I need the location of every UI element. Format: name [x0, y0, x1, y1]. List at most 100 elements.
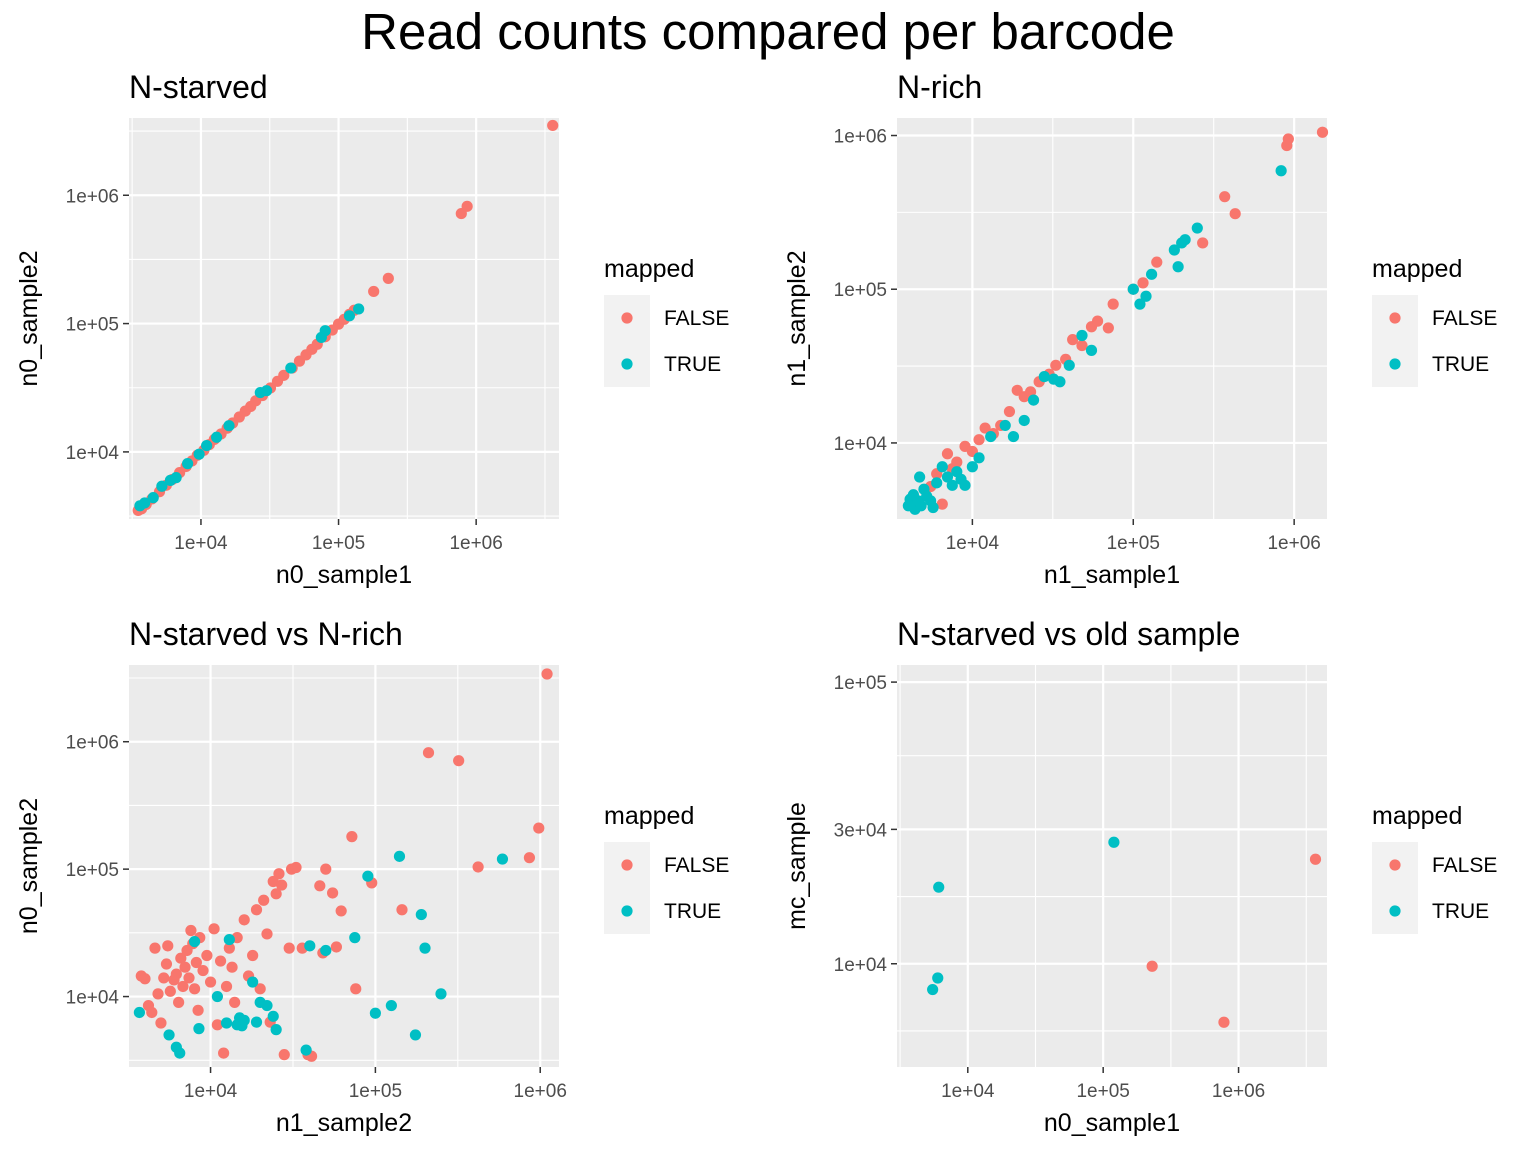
data-point-false [223, 942, 235, 954]
data-point-true [247, 976, 259, 988]
data-point-false [547, 119, 559, 132]
data-point-false [1151, 256, 1163, 268]
panel-title: N-starved vs old sample [897, 616, 1240, 652]
data-point-true [409, 1029, 422, 1041]
data-point-false [254, 983, 266, 995]
data-point-false [175, 952, 187, 964]
x-axis-title: n1_sample1 [1044, 561, 1180, 589]
data-point-true [1085, 344, 1098, 356]
legend-key-false [621, 312, 633, 324]
data-point-true [182, 458, 194, 470]
legend-title: mapped [604, 802, 694, 830]
data-point-false [267, 875, 279, 888]
data-point-false [201, 949, 213, 962]
panel-title: N-starved [129, 69, 268, 105]
points [133, 668, 553, 1062]
y-tick-label: 1e+05 [66, 860, 119, 881]
data-point-true [1140, 290, 1152, 302]
data-point-false [170, 968, 182, 980]
legend: mapped FALSE TRUE [604, 255, 729, 387]
data-point-false [158, 972, 170, 984]
data-point-false [278, 369, 290, 381]
data-point-false [152, 988, 164, 1000]
data-point-false [1146, 960, 1158, 972]
data-point-false [276, 879, 288, 891]
panel-title: N-rich [897, 69, 982, 105]
data-point-false [1107, 298, 1119, 310]
data-point-true [304, 940, 316, 952]
data-point-true [1127, 283, 1139, 295]
data-point-false [346, 831, 358, 843]
data-point-false [541, 668, 553, 680]
legend-title: mapped [1372, 802, 1462, 830]
data-point-false [247, 949, 259, 962]
data-point-false [1309, 853, 1322, 865]
data-point-true [211, 990, 223, 1003]
data-point-false [1076, 339, 1088, 352]
data-point-false [941, 448, 954, 460]
y-axis-title: n0_sample2 [15, 250, 43, 386]
y-tick-label: 1e+04 [834, 955, 888, 976]
data-point-true [369, 1007, 381, 1019]
data-point-false [155, 1017, 167, 1029]
data-point-false [979, 422, 991, 434]
data-point-true [188, 935, 201, 948]
data-point-true [285, 362, 297, 374]
legend-key-false [1389, 859, 1401, 871]
data-point-false [218, 1047, 230, 1059]
data-point-true [1018, 414, 1030, 427]
figure-title: Read counts compared per barcode [361, 3, 1175, 60]
legend-key-true [621, 905, 633, 917]
legend: mapped FALSE TRUE [1372, 255, 1497, 387]
y-axis-title: n1_sample2 [783, 250, 811, 386]
data-point-true [931, 477, 943, 489]
data-point-true [941, 471, 954, 483]
x-tick-label: 1e+06 [1267, 533, 1320, 554]
data-point-false [173, 996, 185, 1008]
data-point-false [211, 1019, 223, 1031]
data-point-true [1146, 268, 1158, 280]
data-point-true [973, 452, 985, 464]
y-tick-label: 1e+04 [834, 434, 888, 455]
panel-title: N-starved vs N-rich [129, 616, 403, 652]
data-point-true [170, 472, 182, 484]
data-point-false [177, 980, 189, 993]
x-tick-label: 1e+04 [946, 533, 1000, 554]
x-tick-label: 1e+05 [349, 1081, 402, 1102]
y-axis-title: n0_sample2 [15, 798, 43, 934]
panel-background [129, 665, 559, 1067]
data-point-false [188, 983, 201, 995]
data-point-true [393, 850, 406, 862]
legend-label: TRUE [1432, 900, 1489, 923]
data-point-false [1091, 315, 1104, 327]
data-point-true [250, 1016, 263, 1028]
x-tick-label: 1e+05 [1107, 533, 1160, 554]
data-point-false [1218, 1016, 1230, 1028]
data-point-false [1316, 126, 1329, 138]
data-point-false [261, 928, 273, 940]
data-point-true [959, 479, 971, 491]
panel-background [897, 665, 1327, 1067]
data-point-true [220, 1017, 233, 1029]
data-point-false [533, 822, 545, 834]
data-point-false [368, 285, 380, 298]
data-point-true [270, 1024, 282, 1036]
data-point-false [290, 861, 302, 874]
data-point-true [1168, 244, 1180, 256]
data-point-true [936, 461, 948, 473]
data-point-false [190, 956, 202, 969]
x-tick-label: 1e+06 [449, 533, 502, 554]
data-point-false [951, 456, 963, 468]
data-point-true [435, 988, 447, 1000]
data-point-false [192, 1004, 204, 1016]
points [132, 119, 559, 517]
legend-key-true [621, 358, 633, 370]
y-tick-label: 1e+06 [66, 186, 119, 207]
x-axis-title: n1_sample2 [276, 1109, 412, 1137]
data-point-true [914, 471, 926, 483]
legend-label: FALSE [1432, 307, 1497, 330]
data-point-false [214, 955, 227, 967]
data-point-true [932, 972, 944, 984]
panel-1: 1e+04 1e+05 1e+06 1e+04 1e+05 1e+06 N-starved n… [15, 69, 729, 589]
data-point-false [453, 755, 465, 767]
